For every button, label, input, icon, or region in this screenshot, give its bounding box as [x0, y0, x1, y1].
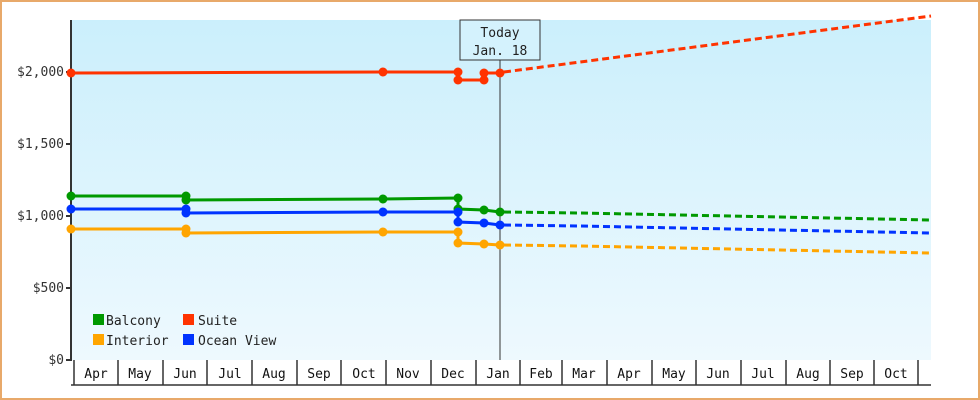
y-tick-label: $2,000	[17, 65, 64, 80]
series-suite	[66, 14, 932, 85]
x-tick-label: May	[662, 367, 686, 382]
y-tick-label: $500	[33, 281, 64, 296]
legend-item-balcony[interactable]: Balcony	[93, 314, 161, 329]
legend-label: Suite	[198, 314, 237, 329]
y-tick-label: $1,000	[17, 209, 64, 224]
y-tick-label: $0	[48, 353, 64, 368]
x-tick-labels: Apr May Jun Jul Aug Sep Oct Nov Dec Jan …	[84, 367, 907, 382]
x-tick-label: Dec	[441, 367, 464, 382]
x-tick-label: Nov	[396, 367, 420, 382]
legend-item-suite[interactable]: Suite	[183, 314, 237, 329]
series-interior	[66, 224, 932, 255]
x-tick-label: Oct	[352, 367, 375, 382]
legend-item-ocean-view[interactable]: Ocean View	[183, 334, 276, 349]
y-axis: $0 $500 $1,000 $1,500 $2,000	[17, 20, 72, 368]
legend-label: Interior	[106, 334, 169, 349]
x-tick-label: May	[128, 367, 152, 382]
series-ocean-view	[66, 204, 932, 235]
x-tick-label: Jan	[486, 367, 509, 382]
series-balcony	[66, 191, 932, 222]
legend-swatch-icon	[93, 314, 104, 325]
legend: Balcony Suite Interior Ocean View	[93, 314, 276, 349]
legend-label: Balcony	[106, 314, 161, 329]
legend-item-interior[interactable]: Interior	[93, 334, 169, 349]
x-tick-label: Jun	[173, 367, 196, 382]
x-tick-label: Apr	[84, 367, 108, 382]
x-tick-label: Jun	[706, 367, 729, 382]
y-tick-label: $1,500	[17, 137, 64, 152]
legend-swatch-icon	[183, 334, 194, 345]
legend-swatch-icon	[93, 334, 104, 345]
x-tick-label: Sep	[840, 367, 864, 382]
x-tick-label: Aug	[796, 367, 819, 382]
legend-swatch-icon	[183, 314, 194, 325]
x-tick-label: Mar	[572, 367, 596, 382]
x-tick-label: Feb	[529, 367, 553, 382]
x-tick-label: Jul	[751, 367, 774, 382]
x-tick-label: Apr	[617, 367, 641, 382]
today-marker: Today Jan. 18	[459, 19, 541, 360]
today-date: Jan. 18	[473, 44, 528, 59]
x-axis	[71, 360, 931, 386]
x-tick-label: Oct	[884, 367, 907, 382]
x-tick-label: Jul	[218, 367, 241, 382]
x-tick-label: Sep	[307, 367, 331, 382]
today-label: Today	[480, 26, 519, 41]
x-tick-label: Aug	[262, 367, 285, 382]
legend-label: Ocean View	[198, 334, 276, 349]
today-label-box	[459, 19, 541, 61]
